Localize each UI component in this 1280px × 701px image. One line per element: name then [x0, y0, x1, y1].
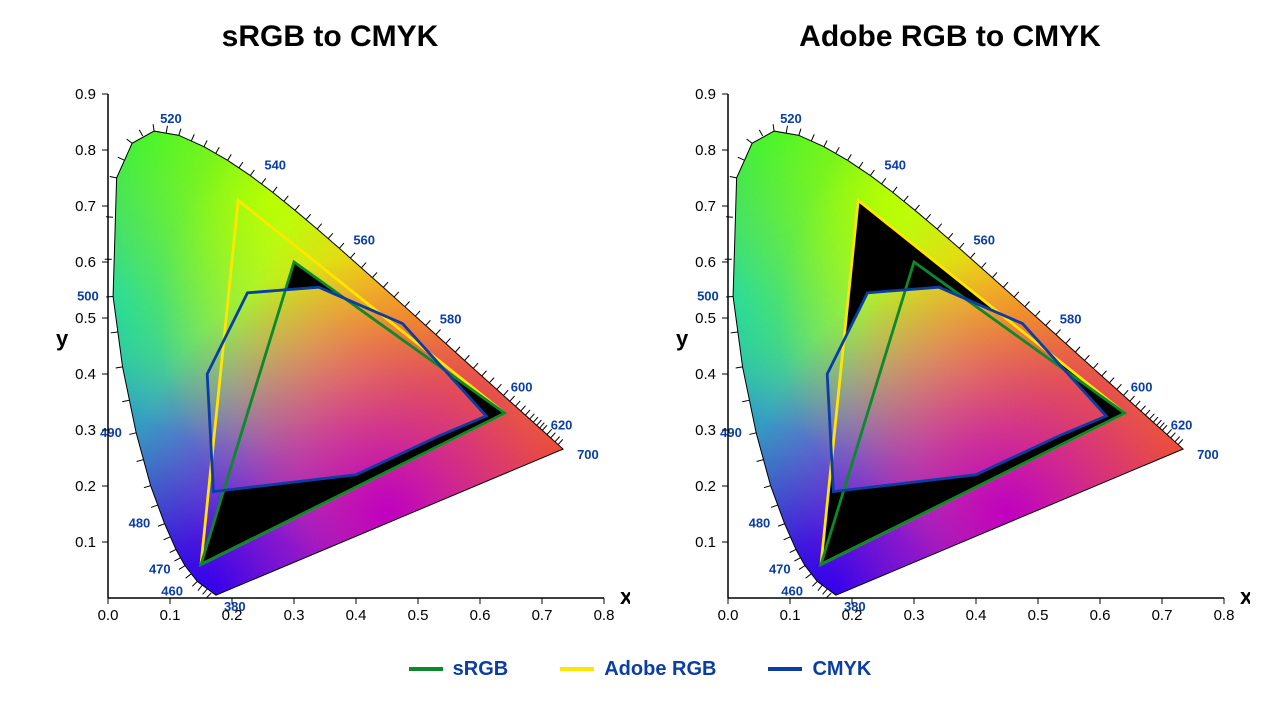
- svg-text:560: 560: [353, 232, 375, 247]
- svg-text:0.2: 0.2: [842, 607, 863, 624]
- svg-text:500: 500: [77, 288, 99, 303]
- panel-title-left: sRGB to CMYK: [30, 20, 630, 54]
- svg-text:0.5: 0.5: [75, 310, 96, 327]
- svg-text:520: 520: [160, 111, 182, 126]
- svg-text:0.9: 0.9: [695, 86, 716, 103]
- svg-text:580: 580: [440, 312, 462, 327]
- legend-line-icon: [409, 667, 443, 671]
- legend-label: CMYK: [812, 658, 871, 681]
- svg-text:520: 520: [780, 111, 802, 126]
- legend-line-icon: [768, 667, 802, 671]
- svg-text:0.7: 0.7: [532, 607, 553, 624]
- svg-text:490: 490: [100, 425, 122, 440]
- chromaticity-chart-right: 3804604704804905005205405605806006207000…: [650, 58, 1250, 648]
- svg-text:0.7: 0.7: [695, 198, 716, 215]
- svg-text:0.6: 0.6: [695, 254, 716, 271]
- svg-text:0.7: 0.7: [1152, 607, 1173, 624]
- svg-text:x: x: [1240, 584, 1250, 609]
- svg-text:700: 700: [577, 447, 599, 462]
- legend-item: CMYK: [768, 658, 871, 681]
- svg-text:0.8: 0.8: [1214, 607, 1235, 624]
- svg-text:580: 580: [1060, 312, 1082, 327]
- chromaticity-chart-left: 3804604704804905005205405605806006207000…: [30, 58, 630, 648]
- legend-label: Adobe RGB: [604, 658, 716, 681]
- svg-text:0.4: 0.4: [75, 366, 96, 383]
- svg-text:480: 480: [129, 516, 151, 531]
- svg-text:0.2: 0.2: [222, 607, 243, 624]
- svg-text:0.4: 0.4: [695, 366, 716, 383]
- svg-text:0.4: 0.4: [346, 607, 367, 624]
- svg-text:0.1: 0.1: [75, 534, 96, 551]
- svg-text:460: 460: [161, 583, 183, 598]
- svg-text:0.3: 0.3: [75, 422, 96, 439]
- svg-text:620: 620: [551, 417, 573, 432]
- svg-text:0.7: 0.7: [75, 198, 96, 215]
- svg-text:0.6: 0.6: [470, 607, 491, 624]
- svg-text:0.2: 0.2: [695, 478, 716, 495]
- svg-text:0.9: 0.9: [75, 86, 96, 103]
- svg-text:0.5: 0.5: [695, 310, 716, 327]
- svg-text:600: 600: [511, 379, 533, 394]
- svg-text:490: 490: [720, 425, 742, 440]
- legend-label: sRGB: [453, 658, 509, 681]
- svg-text:560: 560: [973, 232, 995, 247]
- svg-text:0.1: 0.1: [695, 534, 716, 551]
- svg-text:0.0: 0.0: [98, 607, 119, 624]
- svg-text:0.3: 0.3: [284, 607, 305, 624]
- svg-text:0.6: 0.6: [1090, 607, 1111, 624]
- svg-text:700: 700: [1197, 447, 1219, 462]
- panel-srgb: sRGB to CMYK 380460470480490500520540560…: [30, 20, 630, 648]
- svg-text:0.8: 0.8: [695, 142, 716, 159]
- svg-text:0.5: 0.5: [408, 607, 429, 624]
- svg-text:540: 540: [264, 158, 286, 173]
- svg-text:0.1: 0.1: [780, 607, 801, 624]
- svg-text:0.3: 0.3: [695, 422, 716, 439]
- svg-text:x: x: [620, 584, 630, 609]
- panel-adobergb: Adobe RGB to CMYK 3804604704804905005205…: [650, 20, 1250, 648]
- svg-text:0.8: 0.8: [594, 607, 615, 624]
- svg-text:470: 470: [149, 562, 171, 577]
- svg-text:0.4: 0.4: [966, 607, 987, 624]
- svg-text:540: 540: [884, 158, 906, 173]
- legend: sRGB Adobe RGB CMYK: [0, 654, 1280, 681]
- svg-text:0.1: 0.1: [160, 607, 181, 624]
- svg-text:0.0: 0.0: [718, 607, 739, 624]
- svg-text:0.3: 0.3: [904, 607, 925, 624]
- svg-text:500: 500: [697, 288, 719, 303]
- svg-text:620: 620: [1171, 417, 1193, 432]
- svg-text:460: 460: [781, 583, 803, 598]
- svg-text:y: y: [56, 326, 69, 351]
- svg-text:0.8: 0.8: [75, 142, 96, 159]
- svg-text:y: y: [676, 326, 689, 351]
- svg-text:0.5: 0.5: [1028, 607, 1049, 624]
- svg-text:480: 480: [749, 516, 771, 531]
- svg-text:0.6: 0.6: [75, 254, 96, 271]
- svg-text:600: 600: [1131, 379, 1153, 394]
- panel-title-right: Adobe RGB to CMYK: [650, 20, 1250, 54]
- legend-item: Adobe RGB: [560, 658, 716, 681]
- legend-line-icon: [560, 667, 594, 671]
- legend-item: sRGB: [409, 658, 509, 681]
- svg-text:0.2: 0.2: [75, 478, 96, 495]
- svg-text:470: 470: [769, 562, 791, 577]
